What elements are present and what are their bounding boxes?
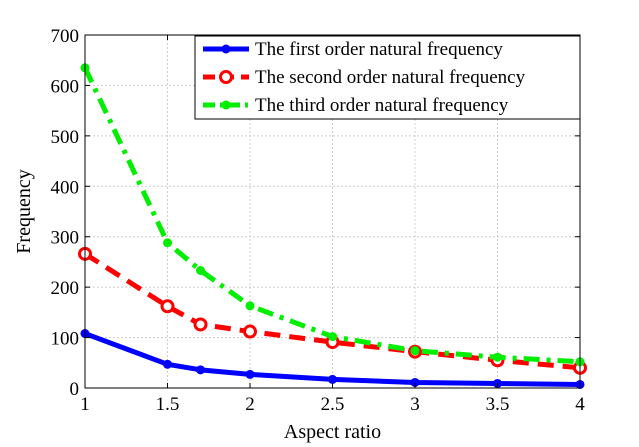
series-1-point [328, 374, 337, 384]
x-tick-label: 2 [245, 394, 255, 415]
x-tick-label: 3.5 [486, 394, 510, 415]
series-2-point [193, 317, 208, 332]
series-1-point [196, 365, 205, 375]
series-layer [78, 63, 587, 389]
legend-item-2: The second order natural frequency [203, 67, 526, 88]
x-tick-label: 3 [410, 394, 420, 415]
legend-marker [221, 100, 231, 110]
series-1-point [245, 369, 255, 379]
y-tick-label: 500 [51, 127, 80, 148]
y-tick-label: 200 [51, 278, 80, 299]
series-1 [80, 329, 585, 389]
x-tick-label: 1.5 [156, 394, 180, 415]
y-tick-label: 300 [51, 228, 80, 249]
series-1-point [163, 359, 172, 369]
y-tick-label: 700 [51, 26, 80, 47]
x-tick-label: 4 [575, 394, 585, 415]
legend-item-1: The first order natural frequency [203, 39, 503, 60]
legend-marker [219, 70, 233, 84]
legend-marker [221, 44, 231, 54]
legend-item-3: The third order natural frequency [203, 95, 509, 116]
series-3-point [493, 352, 502, 362]
legend-label: The second order natural frequency [255, 67, 526, 88]
x-tick-label: 2.5 [321, 394, 345, 415]
tick-layer: 1 1.5 2 2.5 3 3.5 4 0 100 200 300 400 500 600 700 [51, 26, 586, 415]
y-tick-label: 400 [51, 177, 80, 198]
series-3-point [410, 346, 420, 356]
y-tick-label: 600 [51, 76, 80, 97]
x-axis-title: Aspect ratio [284, 421, 381, 443]
series-3-point [196, 266, 205, 276]
series-2-point [160, 299, 175, 314]
x-tick-label: 1 [80, 394, 90, 415]
series-1-point [410, 377, 420, 387]
y-axis-title: Frequency [13, 169, 35, 253]
series-3-line [82, 66, 581, 365]
y-tick-label: 0 [70, 379, 80, 400]
legend-label: The third order natural frequency [255, 95, 509, 116]
legend-label: The first order natural frequency [255, 39, 503, 60]
series-3-point [163, 238, 172, 248]
series-3-point [245, 301, 255, 311]
y-tick-label: 100 [51, 329, 80, 350]
legend-box [194, 35, 581, 120]
series-1-line [84, 331, 581, 387]
series-2-point [243, 324, 257, 339]
series-3-point [328, 332, 337, 342]
legend: The first order natural frequency The sec… [194, 35, 581, 120]
